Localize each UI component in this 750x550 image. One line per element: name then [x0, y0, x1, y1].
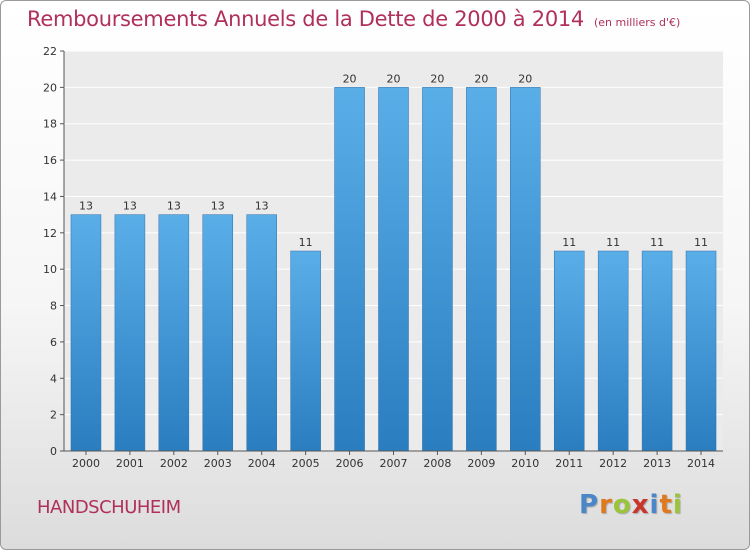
data-label: 13	[167, 200, 181, 213]
y-tick-label: 12	[43, 227, 57, 240]
data-label: 11	[606, 236, 620, 249]
bar	[685, 250, 717, 452]
bar	[422, 87, 453, 452]
x-tick-label: 2012	[599, 457, 627, 470]
y-tick-label: 22	[43, 45, 57, 58]
logo-letter: t	[659, 490, 673, 520]
x-tick-label: 2000	[72, 457, 100, 470]
data-label: 20	[474, 72, 488, 85]
data-label: 20	[518, 72, 532, 85]
x-tick-label: 2013	[643, 457, 671, 470]
y-tick-label: 16	[43, 154, 57, 167]
bar	[510, 87, 541, 452]
bar	[597, 250, 629, 452]
y-tick-label: 20	[43, 81, 57, 94]
y-tick-label: 0	[50, 445, 57, 458]
x-tick-label: 2009	[467, 457, 495, 470]
bar	[114, 214, 146, 452]
data-label: 13	[255, 200, 269, 213]
x-tick-label: 2014	[687, 457, 715, 470]
commune-name: HANDSCHUHEIM	[37, 497, 181, 518]
unit-note: (en milliers d'€)	[594, 16, 681, 29]
bar	[641, 250, 673, 452]
x-tick-label: 2005	[292, 457, 320, 470]
y-tick-label: 18	[43, 118, 57, 131]
y-tick-label: 2	[50, 409, 57, 422]
data-label: 13	[123, 200, 137, 213]
bar	[378, 87, 409, 452]
data-label: 20	[343, 72, 357, 85]
y-tick-label: 4	[50, 372, 57, 385]
bar	[202, 214, 234, 452]
data-label: 11	[694, 236, 708, 249]
bar	[553, 250, 585, 452]
logo-letter: o	[612, 490, 632, 520]
y-tick-label: 10	[43, 263, 57, 276]
data-label: 11	[650, 236, 664, 249]
chart-title-text: Remboursements Annuels de la Dette de 20…	[27, 7, 584, 31]
x-tick-label: 2010	[511, 457, 539, 470]
x-tick-label: 2004	[248, 457, 276, 470]
data-label: 13	[79, 200, 93, 213]
logo-letter: i	[649, 490, 660, 520]
y-tick-label: 8	[50, 300, 57, 313]
data-label: 20	[387, 72, 401, 85]
data-label: 11	[299, 236, 313, 249]
y-tick-label: 14	[43, 190, 57, 203]
logo-letter: x	[631, 490, 650, 520]
bar	[246, 214, 277, 452]
bar	[466, 87, 497, 452]
logo-letter: P	[579, 490, 600, 520]
x-tick-label: 2002	[160, 457, 188, 470]
logo-letter: i	[672, 490, 683, 520]
x-tick-label: 2003	[204, 457, 232, 470]
bar	[334, 87, 365, 452]
x-tick-label: 2001	[116, 457, 144, 470]
chart-title: Remboursements Annuels de la Dette de 20…	[27, 7, 680, 31]
data-label: 11	[562, 236, 576, 249]
bar	[158, 214, 190, 452]
x-tick-label: 2007	[380, 457, 408, 470]
data-label: 13	[211, 200, 225, 213]
x-tick-label: 2006	[336, 457, 364, 470]
logo-letter: r	[599, 490, 613, 520]
axes: 0 2 4 6 8 10 12 14 16 18 20 22 2000 2001 2002 2003 2004 2…	[43, 45, 723, 470]
y-tick-label: 6	[50, 336, 57, 349]
bar	[290, 250, 321, 452]
bars: 13 13 13 13 13 11 20 20 20 20 20 11 11 11 11	[70, 72, 717, 452]
x-tick-label: 2011	[555, 457, 583, 470]
proxiti-logo: Proxiti	[579, 490, 683, 520]
data-label: 20	[430, 72, 444, 85]
bar	[70, 214, 102, 452]
x-tick-label: 2008	[423, 457, 451, 470]
